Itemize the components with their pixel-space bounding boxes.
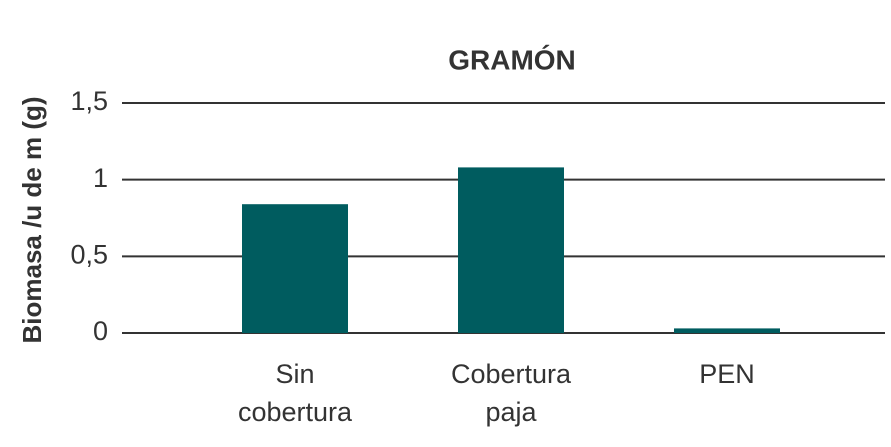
y-tick-label: 1,5 [70,86,108,116]
x-tick-label: Sin cobertura [238,359,353,427]
x-tick-label: PEN [699,359,755,389]
bar [458,167,564,333]
x-tick-label: Cobertura paja [451,359,572,427]
y-axis-label: Biomasa /u de m (g) [17,96,47,343]
chart-title: GRAMÓN [448,44,576,75]
bar [674,328,780,333]
y-tick-label: 0,5 [70,239,108,269]
y-tick-label: 1 [93,163,108,193]
bar [242,204,348,333]
y-tick-label: 0 [93,316,108,346]
